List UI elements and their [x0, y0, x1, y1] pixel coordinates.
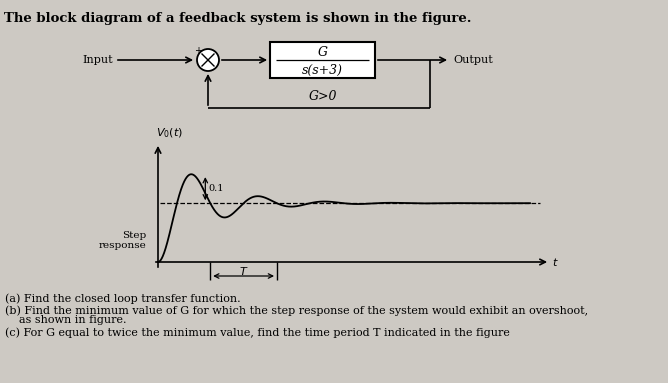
Text: Input: Input — [82, 55, 113, 65]
Text: (b) Find the minimum value of G for which the step response of the system would : (b) Find the minimum value of G for whic… — [5, 305, 588, 316]
Text: $t$: $t$ — [552, 256, 558, 268]
Text: G>0: G>0 — [308, 90, 337, 103]
Circle shape — [197, 49, 219, 71]
Text: Output: Output — [453, 55, 493, 65]
Bar — [270, 42, 375, 78]
Text: s(s+3): s(s+3) — [302, 64, 343, 77]
Text: Step
response: Step response — [98, 231, 146, 250]
Text: $T$: $T$ — [239, 265, 248, 277]
Text: The block diagram of a feedback system is shown in the figure.: The block diagram of a feedback system i… — [4, 12, 472, 25]
Text: as shown in figure.: as shown in figure. — [5, 315, 126, 325]
Text: G: G — [317, 46, 327, 59]
Text: +: + — [194, 46, 202, 56]
Text: 0.1: 0.1 — [208, 184, 224, 193]
Text: (a) Find the closed loop transfer function.: (a) Find the closed loop transfer functi… — [5, 293, 240, 304]
Text: (c) For G equal to twice the minimum value, find the time period T indicated in : (c) For G equal to twice the minimum val… — [5, 327, 510, 337]
Text: $V_0(t)$: $V_0(t)$ — [156, 126, 183, 140]
